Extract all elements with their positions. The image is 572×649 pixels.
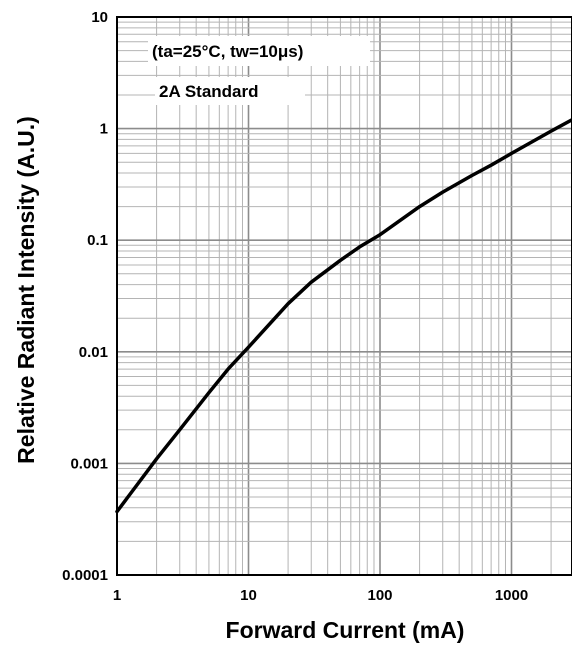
x-tick-label: 10 (240, 587, 257, 604)
x-tick-label: 100 (367, 587, 392, 604)
annotation-conditions: (ta=25°C, tw=10μs) (152, 42, 303, 61)
y-tick-label: 0.1 (87, 232, 108, 249)
x-tick-labels: 1 10 100 1000 (113, 587, 528, 604)
plot-frame (116, 16, 572, 576)
x-tick-label: 1 (113, 587, 121, 604)
x-tick-label: 1000 (495, 587, 528, 604)
x-axis-label: Forward Current (mA) (226, 617, 465, 643)
y-tick-labels: 0.0001 0.001 0.01 0.1 1 10 (62, 9, 108, 584)
grid-lines (117, 17, 572, 575)
series-line (115, 118, 572, 514)
annotation-box-standard: 2A Standard (155, 77, 305, 105)
y-tick-label: 10 (91, 9, 108, 26)
y-tick-label: 0.001 (70, 455, 108, 472)
y-axis-label: Relative Radiant Intensity (A.U.) (13, 116, 39, 464)
y-tick-label: 0.01 (79, 344, 108, 361)
annotation-standard: 2A Standard (159, 82, 259, 101)
annotation-box-conditions: (ta=25°C, tw=10μs) (148, 36, 370, 66)
y-tick-label: 0.0001 (62, 567, 108, 584)
y-tick-label: 1 (100, 121, 108, 138)
